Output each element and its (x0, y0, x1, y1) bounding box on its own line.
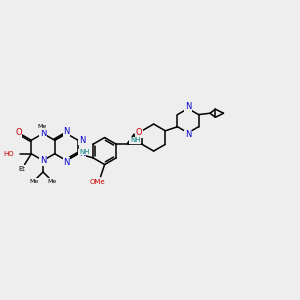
Text: N: N (40, 156, 46, 165)
Text: O: O (136, 128, 142, 137)
Text: Me: Me (47, 179, 57, 184)
Text: OMe: OMe (90, 179, 105, 185)
Text: HO: HO (3, 151, 14, 157)
Text: NH: NH (130, 137, 140, 143)
Text: Et: Et (18, 166, 25, 172)
Text: NH: NH (79, 149, 90, 155)
Text: N: N (79, 136, 85, 145)
Text: N: N (79, 149, 85, 158)
Text: N: N (40, 129, 46, 138)
Text: Me: Me (29, 179, 39, 184)
Text: N: N (63, 127, 70, 136)
Text: N: N (185, 130, 191, 139)
Text: Me: Me (38, 124, 46, 129)
Text: N: N (185, 102, 191, 111)
Text: N: N (63, 158, 70, 167)
Text: O: O (15, 128, 22, 137)
